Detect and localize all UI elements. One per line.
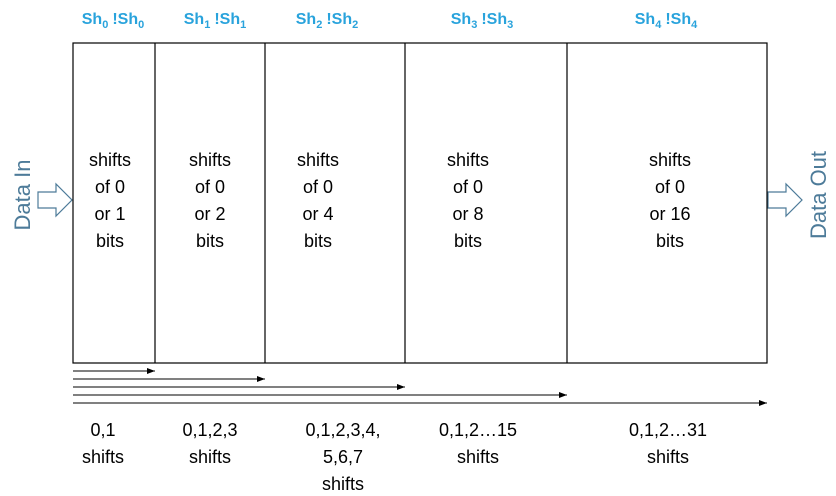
complement-signal: !Sh (326, 11, 352, 28)
stage-description: shifts (447, 150, 489, 170)
shift-range-label: 0,1,2…15 (439, 420, 517, 440)
select-index: 1 (204, 19, 210, 31)
output-label: Data Out (806, 151, 831, 239)
stage-description: bits (656, 231, 684, 251)
stage-select-signals: Sh0 !Sh0 (82, 11, 144, 31)
stage-description: of 0 (453, 177, 483, 197)
stage-description: shifts (189, 150, 231, 170)
stage-select-signals: Sh1 !Sh1 (184, 11, 246, 31)
complement-index: 1 (240, 19, 246, 31)
shift-range-label: shifts (82, 447, 124, 467)
stage-description: or 16 (649, 204, 690, 224)
stage-select-signals: Sh3 !Sh3 (451, 11, 513, 31)
complement-signal: !Sh (112, 11, 138, 28)
shift-range-label: 5,6,7 (323, 447, 363, 467)
stage-description: or 1 (94, 204, 125, 224)
select-signal: Sh (82, 11, 102, 28)
stage-description: shifts (649, 150, 691, 170)
stage-select-signals: Sh2 !Sh2 (296, 11, 358, 31)
output-arrow (767, 182, 803, 218)
shift-range-label: shifts (457, 447, 499, 467)
stage-description: bits (196, 231, 224, 251)
stage-description: shifts (297, 150, 339, 170)
stage-description: bits (96, 231, 124, 251)
stage-description: of 0 (195, 177, 225, 197)
select-index: 2 (316, 19, 322, 31)
select-signal: Sh (635, 11, 655, 28)
select-signal: Sh (184, 11, 204, 28)
shift-range-label: 0,1 (90, 420, 115, 440)
complement-index: 4 (691, 19, 698, 31)
complement-index: 2 (352, 19, 358, 31)
stage-select-signals: Sh4 !Sh4 (635, 11, 698, 31)
complement-signal: !Sh (481, 11, 507, 28)
shifter-box (72, 42, 768, 364)
complement-signal: !Sh (665, 11, 691, 28)
input-label: Data In (10, 160, 35, 231)
shift-range-label: 0,1,2…31 (629, 420, 707, 440)
select-index: 0 (102, 19, 108, 31)
select-index: 3 (471, 19, 477, 31)
stage-description: bits (304, 231, 332, 251)
shift-range-label: 0,1,2,3 (182, 420, 237, 440)
stage-description: or 8 (452, 204, 483, 224)
select-index: 4 (655, 19, 662, 31)
stage-description: or 4 (302, 204, 333, 224)
stage-description: or 2 (194, 204, 225, 224)
stage-description: of 0 (303, 177, 333, 197)
select-signal: Sh (451, 11, 471, 28)
complement-index: 0 (138, 19, 144, 31)
select-signal: Sh (296, 11, 316, 28)
shift-range-label: shifts (189, 447, 231, 467)
stage-description: of 0 (95, 177, 125, 197)
shift-range-label: shifts (647, 447, 689, 467)
stage-description: bits (454, 231, 482, 251)
shift-range-label: shifts (322, 474, 364, 494)
shift-range-label: 0,1,2,3,4, (305, 420, 380, 440)
complement-index: 3 (507, 19, 513, 31)
stage-description: of 0 (655, 177, 685, 197)
complement-signal: !Sh (214, 11, 240, 28)
stage-description: shifts (89, 150, 131, 170)
input-arrow (37, 182, 73, 218)
